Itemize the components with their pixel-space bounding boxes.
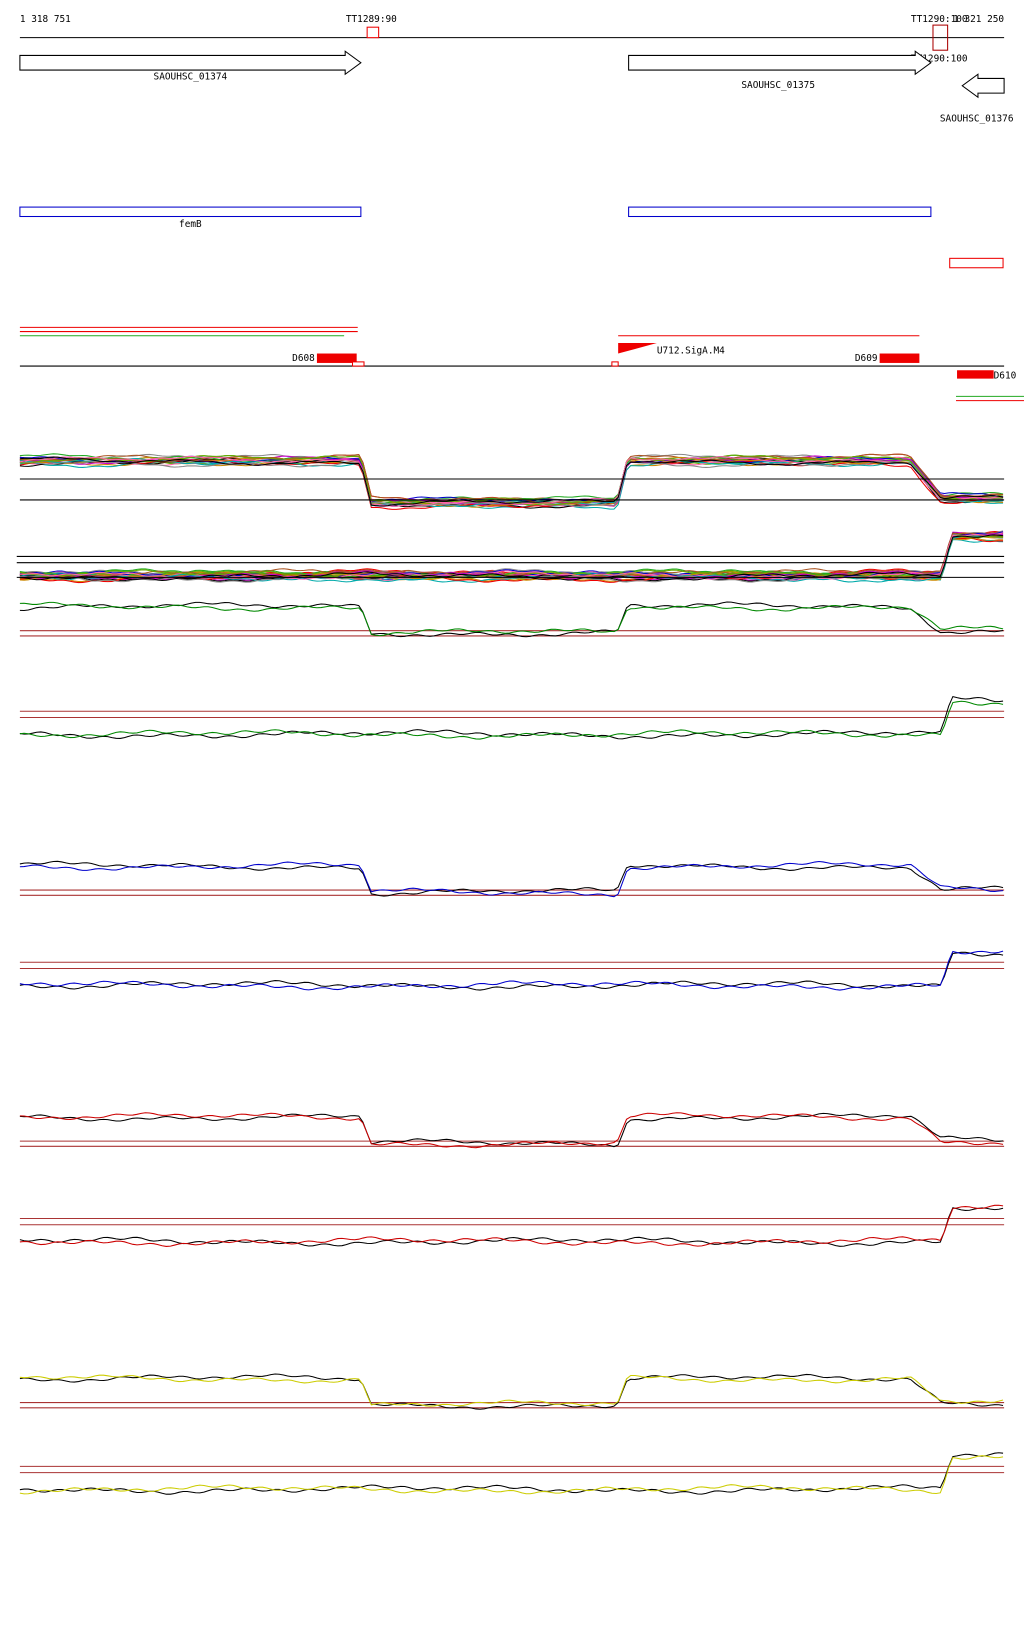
gene-arrow (961, 73, 1005, 99)
expression-line (19, 950, 1004, 991)
expression-line (19, 951, 1004, 991)
expression-line (19, 860, 1004, 897)
feature-block (611, 361, 619, 367)
expression-line (19, 456, 1004, 507)
annotation-box (949, 257, 1004, 269)
feature-label: D610 (994, 371, 1017, 382)
terminator-label: TT1290:100 (911, 14, 968, 25)
feature-track: D608 U712.SigA.M4 D609 D610 (19, 326, 1024, 402)
terminator-label: TT1290:100 (911, 54, 968, 65)
gene-track: SAOUHSC_01374 SAOUHSC_01375 SAOUHSC_0137… (19, 50, 1014, 124)
annotation-box (628, 206, 932, 218)
expression-line (19, 601, 1004, 638)
annotation-track: femB (19, 206, 1004, 269)
expression-tracks (16, 453, 1005, 1495)
expression-line (19, 1373, 1004, 1410)
expression-line (19, 860, 1004, 898)
terminator-track: TT1289:90 TT1290:100 TT1290:100 (346, 14, 968, 65)
gene-arrow (628, 50, 932, 76)
feature-block (351, 361, 365, 367)
expression-line (19, 534, 1004, 582)
terminator (366, 26, 380, 39)
expression-line (19, 1204, 1004, 1247)
feature-block (316, 353, 357, 363)
terminator-label: TT1289:90 (346, 14, 397, 25)
expression-line (19, 1455, 1004, 1495)
feature-label: U712.SigA.M4 (657, 346, 725, 357)
feature-label: D609 (855, 353, 878, 364)
ruler: 1 318 751 1 321 250 (19, 14, 1004, 39)
expression-line (19, 532, 1004, 578)
feature-block (957, 370, 994, 379)
gene-label: SAOUHSC_01375 (741, 80, 815, 91)
gene-label: SAOUHSC_01376 (940, 113, 1014, 124)
ruler-start: 1 318 751 (20, 14, 71, 25)
promoter (618, 343, 657, 367)
expression-line (19, 700, 1004, 740)
terminator (932, 24, 949, 51)
annotation-box (19, 206, 362, 218)
expression-line (19, 1112, 1004, 1149)
expression-line (19, 534, 1004, 579)
feature-label: D608 (292, 353, 315, 364)
gene-arrow (19, 50, 362, 76)
expression-line (19, 1374, 1004, 1407)
expression-line (19, 601, 1004, 637)
ruler-end: 1 321 250 (953, 14, 1004, 25)
expression-line (19, 1112, 1004, 1148)
expression-line (19, 1452, 1004, 1495)
annotation-label: femB (179, 219, 202, 230)
expression-line (19, 459, 1004, 507)
feature-block (879, 353, 920, 363)
gene-label: SAOUHSC_01374 (154, 71, 228, 82)
